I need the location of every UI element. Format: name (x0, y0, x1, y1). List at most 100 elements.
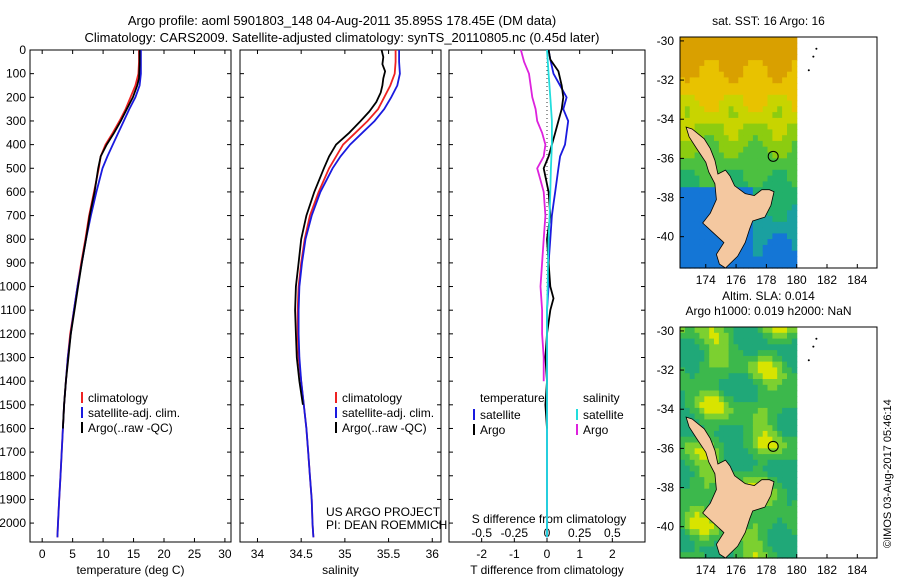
map-field-cell (733, 256, 739, 263)
map-field-cell (733, 465, 739, 472)
map-field-cell (728, 123, 735, 130)
map-field-cell (762, 350, 769, 357)
map-field-cell (782, 250, 788, 258)
map-field-cell (709, 379, 715, 386)
map-field-cell (772, 210, 778, 217)
map-field-cell (680, 465, 686, 472)
map-field-cell (752, 48, 759, 55)
map-field-cell (772, 442, 778, 449)
map-field-cell (680, 511, 686, 519)
map-field-cell (791, 448, 798, 455)
map-field-cell (791, 436, 798, 444)
map-field-cell (704, 71, 710, 79)
map-field-cell (680, 506, 686, 513)
map-field-cell (709, 54, 715, 61)
map-field-cell (757, 71, 764, 79)
map-field-cell (748, 89, 754, 96)
map-field-cell (684, 506, 691, 513)
map-field-cell (772, 448, 778, 455)
map-field-cell (772, 454, 778, 461)
map-field-cell (718, 37, 725, 44)
map-field-cell (777, 506, 783, 513)
map-field-cell (738, 546, 744, 553)
map-field-cell (762, 367, 769, 374)
map-field-cell (772, 396, 778, 403)
map-field-cell (714, 60, 720, 67)
map-field-cell (777, 152, 783, 159)
map-field-cell (787, 546, 793, 553)
map-field-cell (689, 83, 696, 90)
map-field-cell (777, 117, 783, 125)
map-field-cell (733, 413, 739, 420)
map-field-cell (738, 54, 744, 61)
map-field-cell (680, 198, 686, 206)
legend-label: satellite (583, 408, 624, 422)
map-field-cell (694, 244, 701, 252)
map-field-cell (694, 379, 701, 386)
map-field-cell (714, 117, 720, 125)
map-field-cell (743, 390, 749, 397)
map-field-cell (762, 407, 769, 415)
map-field-cell (714, 37, 720, 44)
map-field-cell (743, 454, 749, 461)
map-field-cell (738, 117, 744, 125)
map-field-cell (743, 448, 749, 455)
map-field-cell (748, 169, 754, 177)
map-field-cell (684, 140, 691, 148)
map-field-cell (787, 355, 793, 363)
map-field-cell (738, 384, 744, 392)
map-field-cell (684, 42, 691, 50)
x-tick-label: 36 (426, 547, 440, 561)
map-field-cell (757, 135, 764, 142)
map-field-cell (699, 540, 705, 548)
map-field-cell (694, 350, 701, 357)
map-field-cell (791, 106, 798, 113)
x-tick-label: 30 (218, 547, 232, 561)
map-field-cell (772, 384, 778, 392)
map-field-cell (684, 100, 691, 107)
map-field-cell (704, 540, 710, 548)
map-field-cell (777, 71, 783, 79)
map-field-cell (699, 350, 705, 357)
map-field-cell (767, 262, 773, 269)
map-field-cell (738, 256, 744, 263)
map-field-cell (752, 552, 759, 559)
map-field-cell (787, 94, 793, 102)
map-field-cell (777, 94, 783, 102)
project-annotation: US ARGO PROJECT (326, 505, 441, 519)
map-field-cell (694, 192, 701, 200)
map-field-cell (704, 425, 710, 432)
depth-tick-label: 1100 (0, 303, 26, 317)
map-field-cell (743, 175, 749, 182)
map-field-cell (767, 361, 773, 368)
map-field-cell (752, 100, 759, 107)
map-field-cell (782, 529, 788, 536)
depth-tick-label: 1300 (0, 351, 26, 365)
map-field-cell (709, 37, 715, 44)
map-field-cell (680, 367, 686, 374)
map-field-cell (709, 471, 715, 478)
map-field-cell (718, 60, 725, 67)
map-field-cell (772, 216, 778, 223)
map-field-cell (748, 390, 754, 397)
map-field-cell (782, 511, 788, 519)
map-field-cell (689, 390, 696, 397)
map-field-cell (777, 442, 783, 449)
map-field-cell (680, 48, 686, 55)
map-field-cell (757, 402, 764, 409)
map-field-cell (680, 396, 686, 403)
depth-tick-label: 500 (6, 161, 26, 175)
map-field-cell (791, 77, 798, 84)
map-field-cell (782, 48, 788, 55)
map-field-cell (772, 459, 778, 467)
map-field-cell (709, 117, 715, 125)
argo-position-marker (767, 150, 779, 162)
map-field-cell (680, 83, 686, 90)
map-field-cell (752, 37, 759, 44)
map-field-cell (684, 379, 691, 386)
map-field-cell (791, 60, 798, 67)
map-field-cell (743, 94, 749, 102)
map-field-cell (762, 123, 769, 130)
map-field-cell (791, 494, 798, 501)
map-field-cell (748, 540, 754, 548)
